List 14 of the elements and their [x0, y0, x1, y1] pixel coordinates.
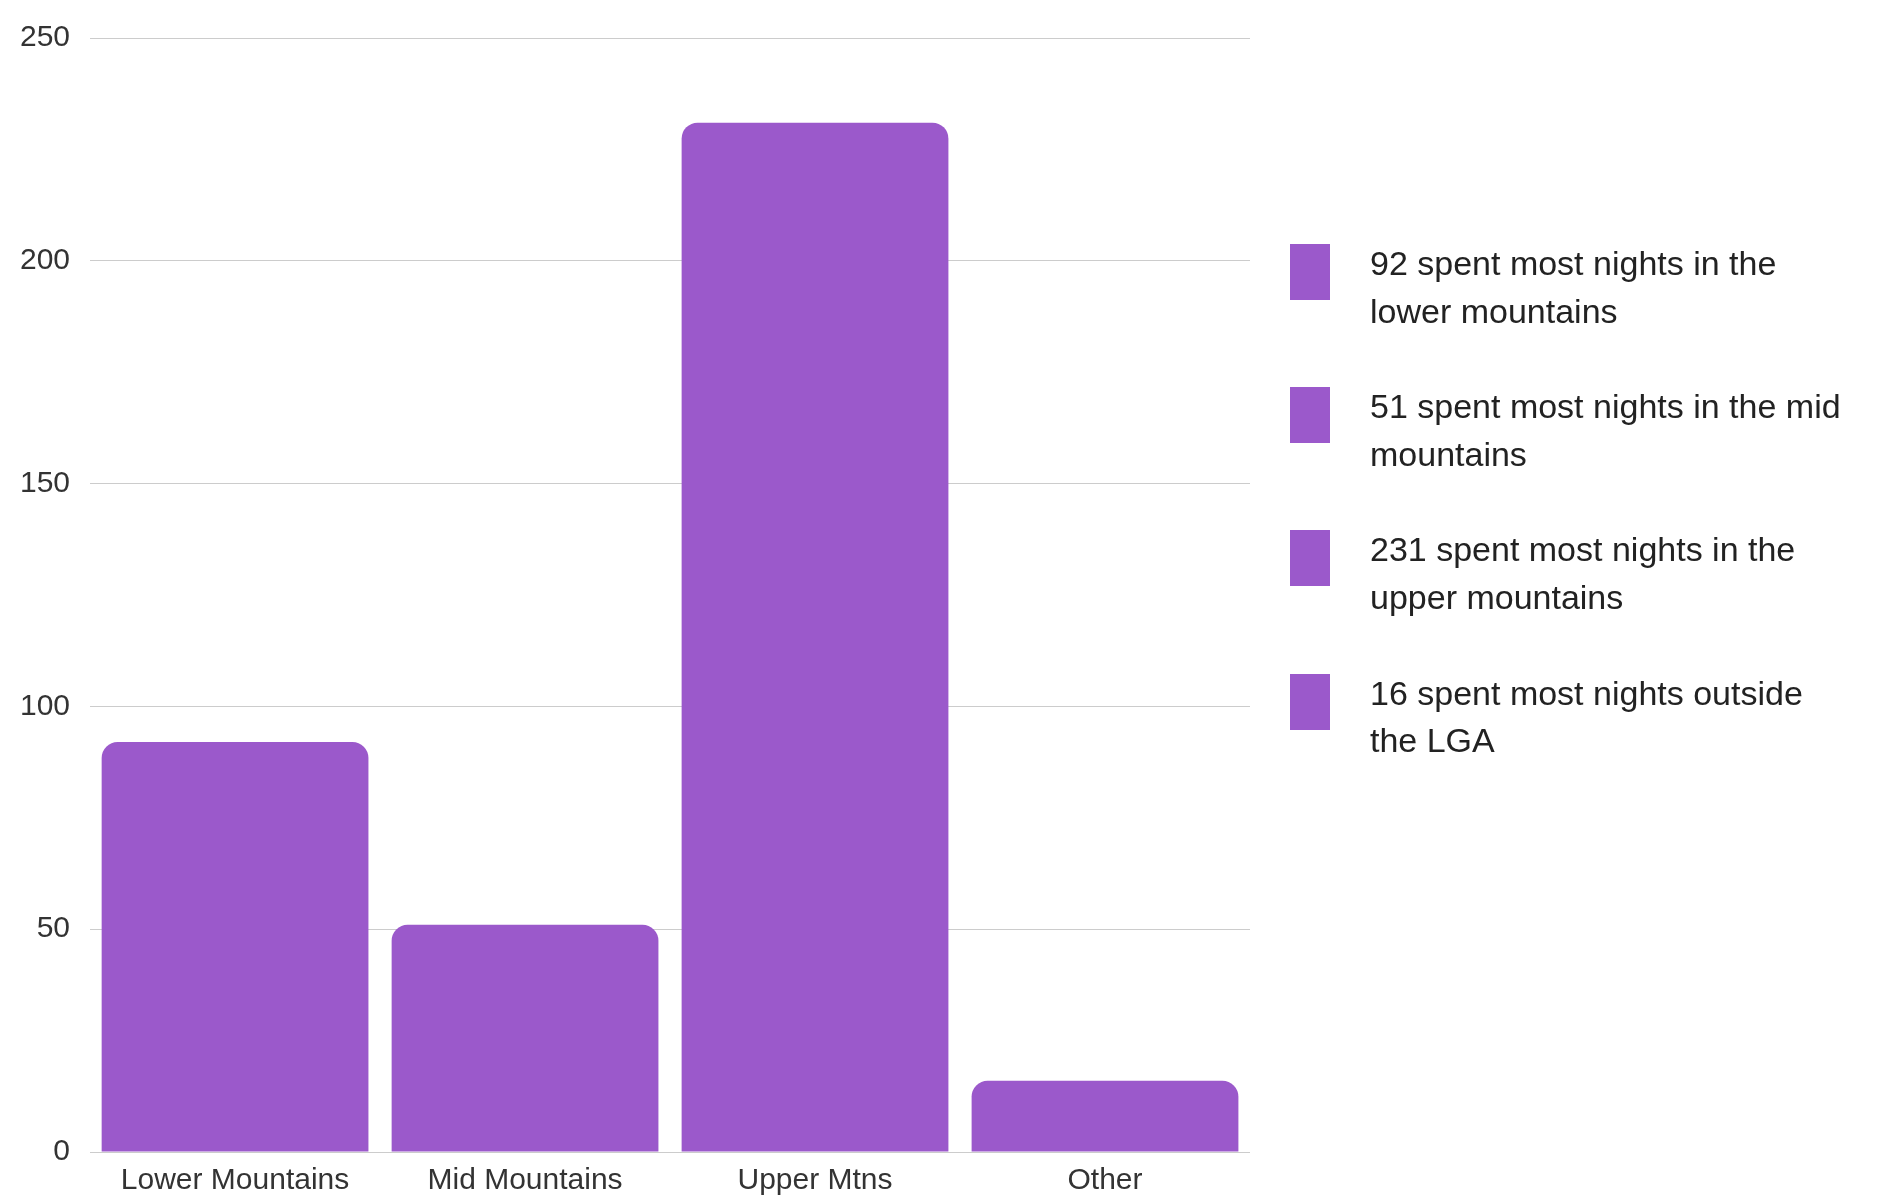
x-tick-label: Other	[1067, 1162, 1143, 1196]
x-tick-label: Mid Mountains	[427, 1162, 623, 1196]
y-tick-label: 150	[19, 464, 71, 498]
legend-label: 51 spent most nights in the mid mountains	[1370, 386, 1842, 475]
x-tick-label: Lower Mountains	[120, 1162, 350, 1196]
y-tick-label: 50	[36, 910, 71, 944]
legend-label: 92 spent most nights in the lower mountains	[1370, 243, 1778, 332]
legend-label: 16 spent most nights outside the LGA	[1370, 672, 1804, 762]
x-tick-label: Upper Mtns	[737, 1162, 893, 1196]
y-tick-label: 100	[19, 687, 71, 721]
y-tick-label: 250	[19, 19, 71, 53]
legend-label: 231 spent most nights in the upper mountains	[1370, 529, 1797, 618]
y-tick-label: 0	[53, 1133, 71, 1167]
y-tick-label: 200	[19, 242, 71, 276]
